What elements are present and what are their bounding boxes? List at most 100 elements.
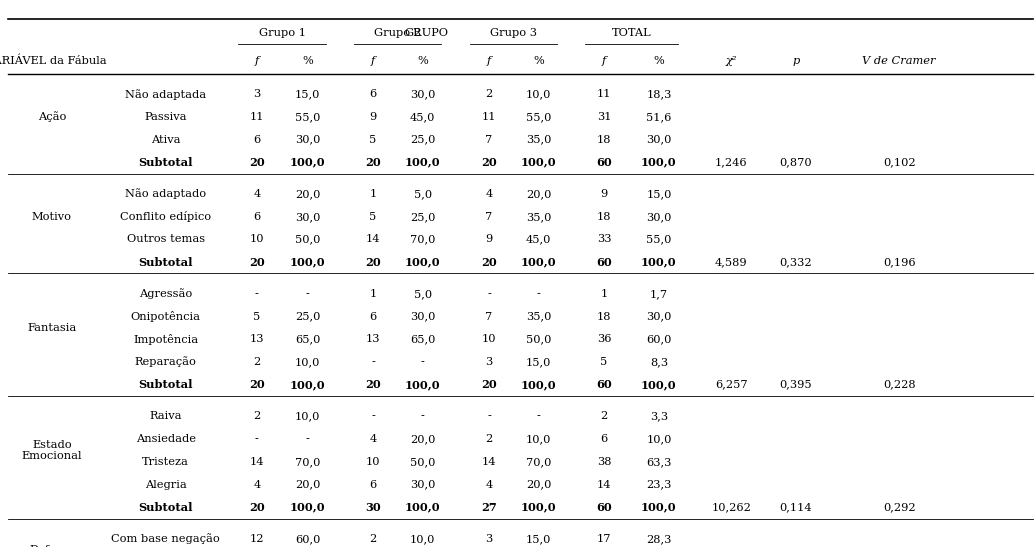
Text: 5: 5 xyxy=(601,357,607,367)
Text: -: - xyxy=(371,411,375,421)
Text: 27: 27 xyxy=(481,502,497,513)
Text: 8,3: 8,3 xyxy=(650,357,668,367)
Text: Agressão: Agressão xyxy=(139,288,193,299)
Text: Raiva: Raiva xyxy=(149,411,182,421)
Text: 51,6: 51,6 xyxy=(646,112,671,122)
Text: 15,0: 15,0 xyxy=(526,357,551,367)
Text: -: - xyxy=(255,434,259,444)
Text: 20: 20 xyxy=(249,502,265,513)
Text: 10,0: 10,0 xyxy=(526,89,551,99)
Text: 31: 31 xyxy=(597,112,611,122)
Text: 30,0: 30,0 xyxy=(646,135,671,144)
Text: Ansiedade: Ansiedade xyxy=(136,434,196,444)
Text: 11: 11 xyxy=(482,112,496,122)
Text: 60: 60 xyxy=(596,257,612,267)
Text: 9: 9 xyxy=(370,112,376,122)
Text: 4: 4 xyxy=(486,480,492,490)
Text: Fantasia: Fantasia xyxy=(27,323,77,333)
Text: 6,257: 6,257 xyxy=(715,380,748,389)
Text: 1: 1 xyxy=(370,189,376,199)
Text: χ²: χ² xyxy=(726,56,737,66)
Text: 5: 5 xyxy=(254,312,260,322)
Text: V de Cramer: V de Cramer xyxy=(863,56,936,66)
Text: 70,0: 70,0 xyxy=(526,457,551,467)
Text: 6: 6 xyxy=(254,135,260,144)
Text: 63,3: 63,3 xyxy=(646,457,671,467)
Text: Não adaptado: Não adaptado xyxy=(125,189,206,200)
Text: 60: 60 xyxy=(596,502,612,513)
Text: -: - xyxy=(421,411,425,421)
Text: 9: 9 xyxy=(601,189,607,199)
Text: 100,0: 100,0 xyxy=(521,157,556,168)
Text: 13: 13 xyxy=(366,334,380,344)
Text: 0,102: 0,102 xyxy=(883,158,916,167)
Text: 100,0: 100,0 xyxy=(641,379,677,390)
Text: 4: 4 xyxy=(254,189,260,199)
Text: 15,0: 15,0 xyxy=(295,89,320,99)
Text: 2: 2 xyxy=(370,534,376,544)
Text: -: - xyxy=(421,357,425,367)
Text: 20,0: 20,0 xyxy=(526,480,551,490)
Text: 20,0: 20,0 xyxy=(526,189,551,199)
Text: 10: 10 xyxy=(250,235,264,245)
Text: 100,0: 100,0 xyxy=(641,157,677,168)
Text: -: - xyxy=(487,289,491,299)
Text: 30,0: 30,0 xyxy=(410,480,435,490)
Text: f: f xyxy=(602,56,606,66)
Text: %: % xyxy=(654,56,664,66)
Text: 0,292: 0,292 xyxy=(883,502,916,512)
Text: 15,0: 15,0 xyxy=(646,189,671,199)
Text: 23,3: 23,3 xyxy=(646,480,671,490)
Text: 4: 4 xyxy=(370,434,376,444)
Text: 7: 7 xyxy=(486,135,492,144)
Text: 18,3: 18,3 xyxy=(646,89,671,99)
Text: p: p xyxy=(793,56,799,66)
Text: 18: 18 xyxy=(597,212,611,222)
Text: Não adaptada: Não adaptada xyxy=(125,89,206,100)
Text: 30,0: 30,0 xyxy=(410,312,435,322)
Text: VARIÁVEL da Fábula: VARIÁVEL da Fábula xyxy=(0,55,107,66)
Text: TOTAL: TOTAL xyxy=(611,28,652,38)
Text: 10,262: 10,262 xyxy=(712,502,751,512)
Text: 10,0: 10,0 xyxy=(410,534,435,544)
Text: 60: 60 xyxy=(596,157,612,168)
Text: 13: 13 xyxy=(250,334,264,344)
Text: 11: 11 xyxy=(597,89,611,99)
Text: 20,0: 20,0 xyxy=(295,480,320,490)
Text: 1: 1 xyxy=(601,289,607,299)
Text: Grupo 1: Grupo 1 xyxy=(259,28,306,38)
Text: 55,0: 55,0 xyxy=(526,112,551,122)
Text: 20: 20 xyxy=(365,257,381,267)
Text: 14: 14 xyxy=(250,457,264,467)
Text: 0,332: 0,332 xyxy=(779,257,812,267)
Text: 100,0: 100,0 xyxy=(521,502,556,513)
Text: 5: 5 xyxy=(370,135,376,144)
Text: 3: 3 xyxy=(486,357,492,367)
Text: 6: 6 xyxy=(370,312,376,322)
Text: Impotência: Impotência xyxy=(134,334,198,345)
Text: 35,0: 35,0 xyxy=(526,135,551,144)
Text: 3: 3 xyxy=(254,89,260,99)
Text: %: % xyxy=(303,56,313,66)
Text: 50,0: 50,0 xyxy=(295,235,320,245)
Text: 17: 17 xyxy=(597,534,611,544)
Text: 20: 20 xyxy=(365,379,381,390)
Text: 20,0: 20,0 xyxy=(410,434,435,444)
Text: 60,0: 60,0 xyxy=(646,334,671,344)
Text: 2: 2 xyxy=(486,434,492,444)
Text: Reparação: Reparação xyxy=(135,357,197,368)
Text: 100,0: 100,0 xyxy=(405,157,440,168)
Text: 25,0: 25,0 xyxy=(295,312,320,322)
Text: 3,3: 3,3 xyxy=(650,411,668,421)
Text: Grupo 3: Grupo 3 xyxy=(490,28,538,38)
Text: 30,0: 30,0 xyxy=(646,312,671,322)
Text: 50,0: 50,0 xyxy=(526,334,551,344)
Text: 6: 6 xyxy=(370,480,376,490)
Text: 30,0: 30,0 xyxy=(646,212,671,222)
Text: Subtotal: Subtotal xyxy=(139,502,193,513)
Text: Onipotência: Onipotência xyxy=(131,311,201,322)
Text: 10,0: 10,0 xyxy=(646,434,671,444)
Text: Passiva: Passiva xyxy=(144,112,188,122)
Text: -: - xyxy=(306,434,310,444)
Text: 0,228: 0,228 xyxy=(883,380,916,389)
